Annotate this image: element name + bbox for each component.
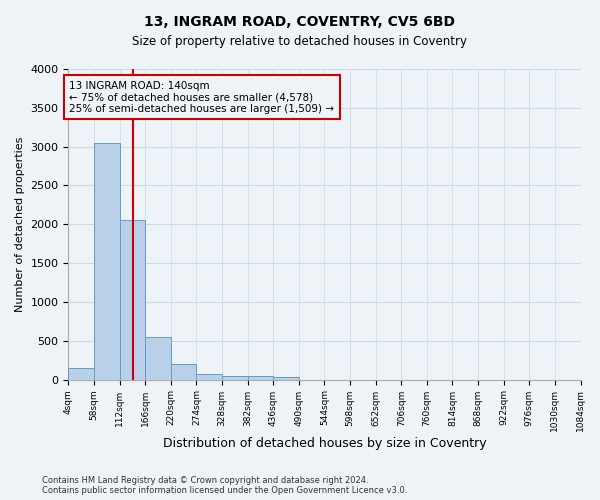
Bar bbox=[171, 364, 196, 380]
X-axis label: Distribution of detached houses by size in Coventry: Distribution of detached houses by size … bbox=[163, 437, 486, 450]
Bar bbox=[222, 376, 248, 380]
Bar bbox=[119, 220, 145, 380]
Text: Contains HM Land Registry data © Crown copyright and database right 2024.
Contai: Contains HM Land Registry data © Crown c… bbox=[42, 476, 407, 495]
Text: 13, INGRAM ROAD, COVENTRY, CV5 6BD: 13, INGRAM ROAD, COVENTRY, CV5 6BD bbox=[145, 15, 455, 29]
Text: 13 INGRAM ROAD: 140sqm
← 75% of detached houses are smaller (4,578)
25% of semi-: 13 INGRAM ROAD: 140sqm ← 75% of detached… bbox=[70, 80, 334, 114]
Text: Size of property relative to detached houses in Coventry: Size of property relative to detached ho… bbox=[133, 35, 467, 48]
Y-axis label: Number of detached properties: Number of detached properties bbox=[15, 136, 25, 312]
Bar bbox=[196, 374, 222, 380]
Bar bbox=[273, 378, 299, 380]
Bar bbox=[94, 143, 119, 380]
Bar bbox=[248, 376, 273, 380]
Bar bbox=[68, 368, 94, 380]
Bar bbox=[145, 337, 171, 380]
